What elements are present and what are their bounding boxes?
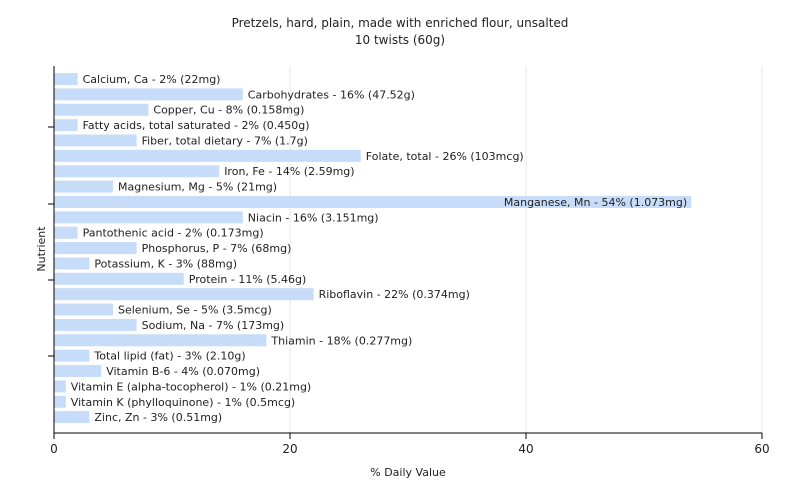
bar-label: Fatty acids, total saturated - 2% (0.450… [83, 119, 310, 132]
bar [54, 119, 78, 132]
bar [54, 380, 66, 393]
bar [54, 288, 314, 301]
bar-label: Protein - 11% (5.46g) [189, 273, 307, 286]
bar [54, 365, 102, 378]
bar [54, 88, 243, 101]
bar-label: Niacin - 16% (3.151mg) [248, 211, 379, 224]
bars [54, 73, 692, 424]
bar-label: Pantothenic acid - 2% (0.173mg) [83, 227, 264, 240]
bar-label: Zinc, Zn - 3% (0.51mg) [94, 411, 222, 424]
bar [54, 242, 137, 255]
bar [54, 334, 267, 347]
bar [54, 103, 149, 116]
bar-label: Carbohydrates - 16% (47.52g) [248, 88, 415, 101]
bar-label: Vitamin B-6 - 4% (0.070mg) [106, 365, 260, 378]
bar-labels: Calcium, Ca - 2% (22mg) Carbohydrates - 1… [71, 73, 687, 424]
x-axis-label: % Daily Value [370, 466, 446, 479]
chart-subtitle: 10 twists (60g) [355, 33, 445, 47]
bar-label: Magnesium, Mg - 5% (21mg) [118, 181, 277, 194]
bar-label: Thiamin - 18% (0.277mg) [270, 334, 412, 347]
plot-area [54, 66, 762, 433]
bar-label: Manganese, Mn - 54% (1.073mg) [504, 196, 687, 209]
axes [48, 66, 762, 434]
bar [54, 134, 137, 147]
bar-label: Vitamin E (alpha-tocopherol) - 1% (0.21m… [71, 380, 311, 393]
bar [54, 411, 90, 424]
bar-label: Sodium, Na - 7% (173mg) [142, 319, 285, 332]
bar [54, 73, 78, 85]
bar [54, 226, 78, 239]
bar-label: Calcium, Ca - 2% (22mg) [83, 73, 221, 86]
x-tick-label: 20 [282, 442, 297, 456]
bar-label: Folate, total - 26% (103mcg) [366, 150, 524, 163]
x-axis-ticks: 0 20 40 60 [50, 433, 770, 456]
x-tick-label: 0 [50, 442, 58, 456]
bar [54, 165, 220, 178]
x-tick-label: 40 [518, 442, 533, 456]
x-tick-label: 60 [754, 442, 769, 456]
bar-label: Potassium, K - 3% (88mg) [94, 257, 237, 270]
chart-title: Pretzels, hard, plain, made with enriche… [232, 16, 569, 30]
bar [54, 211, 243, 224]
bar-label: Copper, Cu - 8% (0.158mg) [153, 104, 304, 117]
bar-label: Fiber, total dietary - 7% (1.7g) [142, 134, 308, 147]
bar-label: Total lipid (fat) - 3% (2.10g) [93, 350, 245, 363]
bar [54, 257, 90, 270]
bar-label: Iron, Fe - 14% (2.59mg) [224, 165, 354, 178]
bar [54, 195, 692, 208]
bar [54, 395, 66, 408]
bar [54, 149, 361, 162]
bar-label: Phosphorus, P - 7% (68mg) [142, 242, 292, 255]
y-axis-label: Nutrient [35, 226, 48, 272]
bar [54, 349, 90, 362]
bar [54, 180, 113, 193]
bar [54, 272, 184, 285]
bar-label: Selenium, Se - 5% (3.5mcg) [118, 304, 272, 317]
bar [54, 318, 137, 331]
gridlines [289, 66, 763, 433]
bar-label: Riboflavin - 22% (0.374mg) [319, 288, 470, 301]
bar-label: Vitamin K (phylloquinone) - 1% (0.5mcg) [71, 396, 295, 409]
bar [54, 303, 113, 316]
